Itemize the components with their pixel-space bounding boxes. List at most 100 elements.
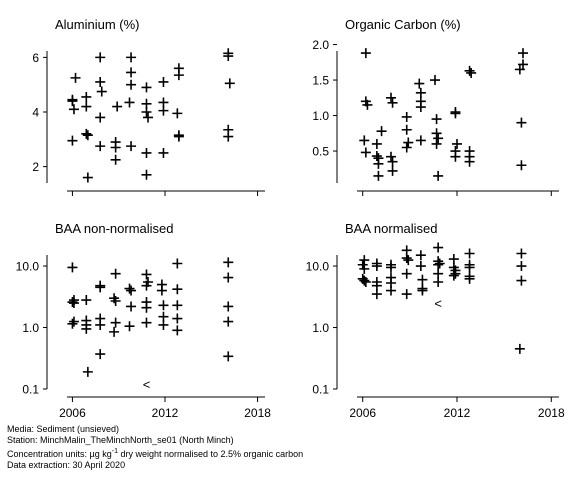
data-point	[172, 325, 183, 336]
y-tick-label: 2	[32, 160, 39, 174]
panel-aluminium: Aluminium (%) 2 4 6	[32, 17, 265, 196]
data-point	[68, 316, 79, 327]
data-point	[172, 108, 183, 119]
data-point	[112, 101, 123, 112]
data-point	[141, 269, 152, 280]
y-tick-label: 6	[32, 51, 39, 65]
y-tick-label: 0.5	[312, 145, 329, 159]
figure: Aluminium (%) 2 4 6 Organic Carbon (%) 0.5 1.0…	[16, 17, 565, 420]
data-point	[415, 102, 426, 113]
data-point	[109, 326, 120, 337]
data-point	[433, 133, 444, 144]
data-point	[516, 275, 527, 286]
data-point	[70, 72, 81, 83]
data-point	[387, 97, 398, 108]
data-point	[95, 141, 106, 152]
data-point	[401, 124, 412, 135]
data-point	[417, 274, 428, 285]
data-point	[126, 141, 137, 152]
panel-title: BAA normalised	[345, 221, 438, 236]
data-point	[371, 280, 382, 291]
data-point	[110, 296, 121, 307]
data-point	[158, 76, 169, 87]
data-point	[450, 108, 461, 119]
data-point	[223, 316, 234, 327]
footer-media: Media: Sediment (unsieved)	[7, 424, 120, 434]
y-tick-label: 1.0	[312, 321, 329, 335]
data-point	[223, 301, 234, 312]
data-point	[431, 128, 442, 139]
footer-station: Station: MinchMalin_TheMinchNorth_se01 (…	[7, 435, 234, 445]
data-point	[518, 48, 528, 59]
data-point	[172, 313, 183, 324]
data-point	[68, 298, 79, 309]
data-point	[110, 317, 121, 328]
data-point	[386, 151, 396, 162]
data-point	[415, 135, 426, 146]
data-point	[464, 248, 475, 259]
y-tick-label: 4	[32, 106, 39, 120]
data-point	[141, 82, 152, 93]
data-point	[223, 131, 234, 142]
panel-organic-carbon: Organic Carbon (%) 0.5 1.0 1.5 2.0	[312, 17, 559, 196]
data-point	[359, 135, 370, 146]
data-point	[223, 257, 234, 268]
less-than-marker: <	[434, 296, 442, 311]
data-point	[464, 156, 475, 167]
data-point	[371, 261, 382, 272]
data-point	[126, 67, 137, 78]
data-point	[67, 262, 78, 273]
y-tick-label: 1.0	[22, 321, 39, 335]
data-point	[95, 319, 106, 330]
footer-units: Concentration units: µg kg-1 dry weight …	[7, 446, 303, 460]
data-point	[452, 138, 462, 149]
data-point	[386, 285, 396, 296]
data-point	[110, 268, 121, 279]
data-point	[95, 282, 106, 293]
data-point	[126, 79, 137, 90]
data-point	[173, 131, 184, 142]
data-point	[415, 250, 426, 261]
y-tick-label: 2.0	[312, 38, 329, 52]
panel-baa-normalised: BAA normalised 0.1 1.0 10.0 2006 2012 2018 <	[306, 221, 565, 420]
data-point	[95, 76, 106, 87]
data-point	[359, 255, 370, 266]
panel-baa-non-normalised: BAA non-normalised 0.1 1.0 10.0 2006 2012 2018…	[16, 221, 272, 420]
footer-extraction: Data extraction: 30 April 2020	[7, 460, 126, 470]
data-point	[81, 128, 92, 139]
data-point	[516, 160, 527, 171]
x-tick-label: 2012	[152, 406, 179, 420]
data-point	[67, 135, 78, 146]
data-point	[68, 104, 79, 115]
data-point	[448, 254, 459, 265]
y-tick-label: 10.0	[16, 260, 40, 274]
x-tick-label: 2018	[244, 406, 271, 420]
x-tick-label: 2006	[349, 406, 376, 420]
data-point	[433, 259, 444, 270]
y-tick-label: 0.1	[22, 383, 39, 397]
data-point	[173, 70, 184, 81]
data-point	[448, 270, 459, 281]
data-point	[401, 268, 412, 279]
data-point	[415, 261, 426, 272]
data-point	[433, 242, 444, 253]
units-suffix: dry weight normalised to 2.5% organic ca…	[117, 449, 304, 459]
data-point	[172, 258, 183, 269]
data-point	[143, 112, 154, 123]
data-point	[373, 170, 384, 181]
data-point	[95, 52, 106, 63]
data-point	[67, 318, 78, 329]
units-prefix: Concentration units: µg kg	[7, 449, 112, 459]
data-point	[450, 268, 461, 279]
data-point	[401, 253, 412, 264]
data-point	[386, 92, 396, 103]
data-point	[401, 111, 412, 122]
footer: Media: Sediment (unsieved) Station: Minc…	[7, 424, 303, 471]
y-tick-label: 10.0	[306, 260, 330, 274]
data-point	[414, 78, 425, 89]
data-point	[124, 321, 135, 332]
data-point	[81, 323, 92, 334]
data-point	[110, 142, 121, 153]
data-point	[415, 87, 426, 98]
data-point	[514, 343, 525, 354]
